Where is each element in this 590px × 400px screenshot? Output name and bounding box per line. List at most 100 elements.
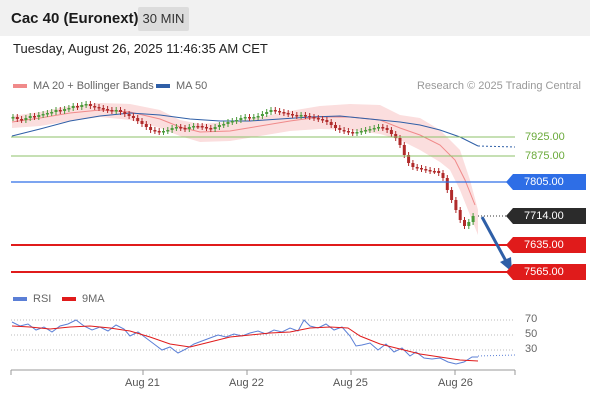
candle-body — [355, 132, 359, 134]
candle-body — [402, 145, 406, 155]
candle-body — [97, 107, 101, 109]
candle-body — [80, 105, 84, 107]
candle-body — [454, 200, 458, 210]
rsi-label-50: 50 — [525, 328, 538, 340]
instrument-title: Cac 40 (Euronext) — [11, 10, 139, 27]
legend-ma50: MA 50 — [156, 80, 207, 92]
candle-body — [54, 110, 58, 112]
candle-body — [37, 115, 41, 117]
candle-body — [196, 126, 200, 128]
ma50-swatch — [156, 84, 170, 88]
candle-body — [174, 127, 178, 129]
candle-body — [93, 106, 97, 108]
candle-body — [471, 216, 475, 222]
candle-body — [385, 128, 389, 130]
candle-body — [28, 116, 32, 118]
candle-body — [299, 115, 303, 117]
x-label-aug25: Aug 25 — [333, 377, 368, 389]
candle-body — [394, 134, 398, 138]
candle-body — [119, 110, 122, 112]
candle-body — [346, 131, 350, 133]
candle-body — [162, 131, 165, 133]
candle-body — [123, 112, 127, 114]
legend-rsi-ma-label: 9MA — [82, 293, 105, 305]
candle-body — [441, 173, 445, 178]
candle-body — [432, 171, 436, 173]
pivot-tag: 7805.00 — [506, 174, 586, 190]
candle-body — [450, 190, 454, 200]
candle-body — [372, 128, 376, 130]
candle-body — [282, 112, 286, 114]
candle-body — [84, 104, 88, 106]
candle-body — [24, 118, 28, 120]
candle-body — [217, 125, 221, 127]
candle-body — [20, 119, 24, 121]
candle-body — [351, 132, 355, 134]
candle-body — [248, 117, 251, 119]
legend-rsi-ma: 9MA — [62, 293, 105, 305]
candle-body — [200, 126, 204, 128]
candle-body — [140, 121, 144, 124]
candlesticks — [11, 101, 475, 229]
candle-body — [213, 127, 217, 129]
bollinger-swatch — [13, 84, 27, 88]
candle-body — [428, 170, 432, 172]
rsi-label-70: 70 — [525, 313, 538, 325]
candle-body — [424, 169, 428, 171]
ma50-projection — [477, 145, 516, 148]
x-label-aug22: Aug 22 — [229, 377, 264, 389]
candle-body — [88, 104, 92, 106]
candle-body — [291, 114, 294, 116]
candle-body — [273, 110, 277, 112]
candle-body — [131, 116, 135, 118]
candle-body — [381, 127, 385, 129]
x-label-aug26: Aug 26 — [438, 377, 473, 389]
candle-body — [359, 131, 363, 133]
candle-body — [76, 106, 79, 108]
candle-body — [170, 128, 174, 130]
candle-body — [445, 178, 449, 190]
candle-body — [58, 110, 62, 112]
candle-body — [110, 110, 114, 112]
candle-body — [334, 125, 337, 128]
rsi-swatch — [13, 297, 27, 301]
candle-body — [144, 124, 148, 127]
interval-button[interactable]: 30 MIN — [138, 7, 189, 31]
candle-body — [71, 106, 75, 108]
copyright-text: Research © 2025 Trading Central — [416, 80, 581, 92]
candle-body — [101, 108, 105, 110]
candle-body — [230, 121, 234, 123]
last-price-tag: 7714.00 — [506, 208, 586, 224]
candle-body — [209, 128, 213, 130]
candle-body — [205, 127, 208, 129]
candle-body — [286, 113, 290, 115]
candle-body — [278, 111, 282, 113]
resistance-2-label: 7925.00 — [525, 131, 565, 143]
candle-body — [15, 117, 19, 119]
legend-ma50-label: MA 50 — [176, 80, 208, 92]
candle-body — [192, 126, 196, 128]
candle-body — [67, 108, 71, 110]
candle-body — [316, 118, 320, 120]
candle-body — [437, 171, 441, 173]
ma50-line — [11, 112, 479, 147]
rsi-ma-line — [11, 325, 479, 362]
candle-body — [45, 113, 49, 115]
chart-header: Cac 40 (Euronext) 30 MIN — [0, 0, 590, 36]
candle-body — [235, 120, 239, 122]
candle-body — [269, 110, 273, 112]
candle-body — [256, 116, 260, 118]
legend-rsi: RSI — [13, 293, 51, 305]
candle-body — [407, 155, 411, 163]
candle-body — [338, 128, 342, 130]
support-1-tag: 7635.00 — [506, 237, 586, 253]
candle-body — [342, 130, 346, 132]
support-2-tag: 7565.00 — [506, 264, 586, 280]
candle-body — [321, 119, 325, 121]
resistance-1-label: 7875.00 — [525, 150, 565, 162]
candle-body — [127, 114, 131, 116]
candle-body — [149, 127, 153, 130]
candle-body — [458, 210, 462, 220]
candle-body — [222, 124, 226, 126]
candle-body — [63, 109, 67, 111]
